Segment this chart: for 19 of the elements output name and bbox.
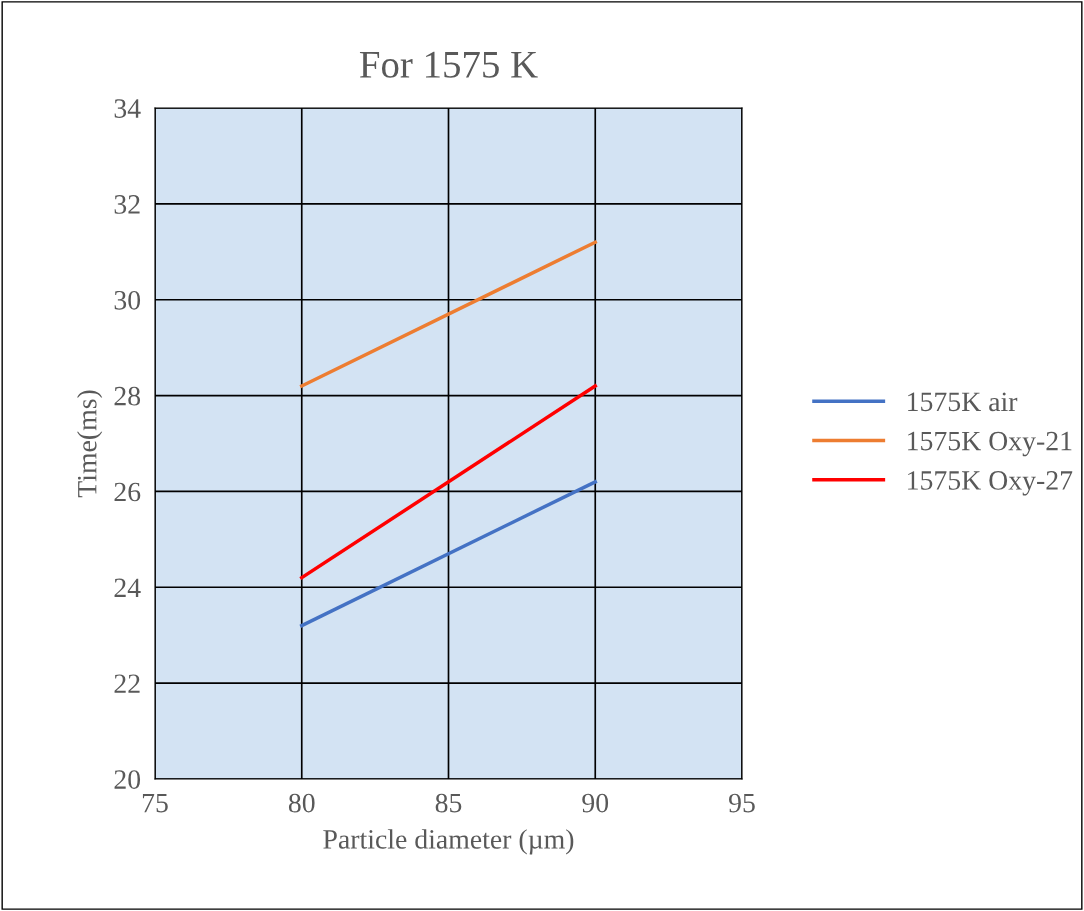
y-tick-label: 32 bbox=[114, 195, 140, 214]
chart-title: For 1575 K bbox=[359, 51, 538, 78]
legend-label: 1575K Oxy-21 bbox=[908, 431, 1072, 457]
y-tick-label: 24 bbox=[114, 578, 141, 597]
y-tick-label: 34 bbox=[114, 99, 141, 118]
y-tick-label: 28 bbox=[114, 386, 141, 406]
y-tick-label: 26 bbox=[114, 482, 141, 502]
x-tick-label: 85 bbox=[435, 793, 462, 813]
y-tick-label: 30 bbox=[114, 290, 141, 310]
y-tick-label: 20 bbox=[114, 770, 141, 789]
legend-label: 1575K Oxy-27 bbox=[908, 471, 1073, 496]
y-axis-title: Time(ms) bbox=[77, 390, 103, 498]
x-tick-label: 90 bbox=[582, 793, 609, 813]
legend-label: 1575K air bbox=[908, 392, 1018, 412]
y-tick-label: 22 bbox=[114, 674, 140, 693]
x-tick-label: 95 bbox=[729, 793, 755, 813]
x-tick-label: 75 bbox=[142, 793, 168, 813]
x-axis-title: Particle diameter (µm) bbox=[323, 829, 574, 855]
x-tick-label: 80 bbox=[288, 793, 315, 813]
